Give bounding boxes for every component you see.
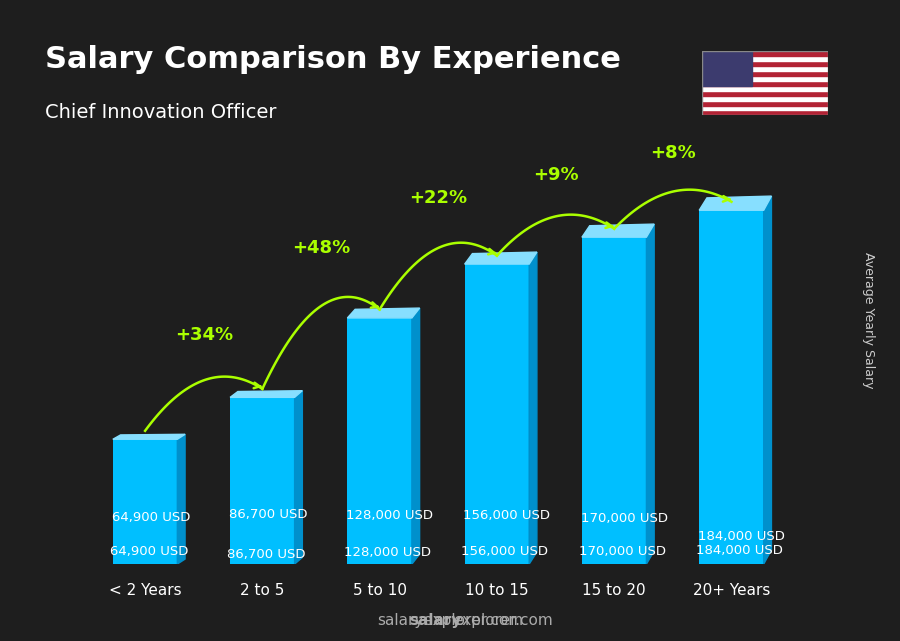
Bar [702, 101, 828, 106]
Bar [112, 439, 177, 564]
Text: 20+ Years: 20+ Years [693, 583, 770, 598]
Polygon shape [112, 435, 185, 439]
Text: 156,000 USD: 156,000 USD [462, 545, 548, 558]
Text: 2 to 5: 2 to 5 [240, 583, 284, 598]
Bar [702, 56, 828, 61]
Text: 184,000 USD: 184,000 USD [696, 544, 783, 557]
Text: 64,900 USD: 64,900 USD [110, 545, 188, 558]
Text: 5 to 10: 5 to 10 [353, 583, 407, 598]
Text: +9%: +9% [533, 166, 579, 184]
Bar [702, 91, 828, 96]
Text: < 2 Years: < 2 Years [109, 583, 182, 598]
Text: +48%: +48% [292, 238, 350, 256]
Bar [702, 66, 828, 71]
Bar [702, 110, 828, 115]
Polygon shape [464, 252, 537, 264]
Bar [702, 106, 828, 110]
Polygon shape [646, 224, 654, 564]
Text: +22%: +22% [410, 189, 467, 207]
Bar [702, 86, 828, 91]
Text: 128,000 USD: 128,000 USD [344, 546, 431, 559]
Text: +8%: +8% [650, 144, 696, 162]
Polygon shape [529, 252, 537, 564]
Bar [702, 71, 828, 76]
Text: Average Yearly Salary: Average Yearly Salary [862, 253, 875, 388]
Bar [347, 318, 412, 564]
Text: +34%: +34% [175, 326, 233, 344]
Text: Salary Comparison By Experience: Salary Comparison By Experience [45, 45, 621, 74]
Bar [702, 96, 828, 101]
Text: 10 to 15: 10 to 15 [465, 583, 528, 598]
Bar [702, 76, 828, 81]
Polygon shape [177, 435, 185, 564]
Polygon shape [412, 308, 419, 564]
Text: 128,000 USD: 128,000 USD [346, 509, 433, 522]
Text: 170,000 USD: 170,000 USD [579, 545, 666, 558]
Text: salaryexplorer.com: salaryexplorer.com [377, 613, 523, 628]
Bar [464, 264, 529, 564]
Bar [699, 210, 764, 564]
Polygon shape [347, 308, 419, 318]
Polygon shape [699, 196, 771, 210]
Text: 170,000 USD: 170,000 USD [580, 512, 668, 525]
Text: Chief Innovation Officer: Chief Innovation Officer [45, 103, 276, 122]
Bar [702, 81, 828, 86]
Bar [702, 51, 752, 86]
Text: 86,700 USD: 86,700 USD [229, 508, 307, 520]
Bar [702, 51, 828, 56]
Bar [230, 397, 294, 564]
Text: 86,700 USD: 86,700 USD [227, 548, 305, 561]
Bar [702, 61, 828, 66]
Text: explorer.com: explorer.com [453, 613, 553, 628]
Bar [582, 237, 646, 564]
Polygon shape [230, 390, 302, 397]
Text: salary: salary [410, 613, 462, 628]
Polygon shape [294, 390, 302, 564]
Text: 156,000 USD: 156,000 USD [464, 509, 551, 522]
Text: 184,000 USD: 184,000 USD [698, 530, 785, 543]
Polygon shape [582, 224, 654, 237]
Text: 15 to 20: 15 to 20 [582, 583, 646, 598]
Polygon shape [764, 196, 771, 564]
Text: 64,900 USD: 64,900 USD [112, 511, 190, 524]
